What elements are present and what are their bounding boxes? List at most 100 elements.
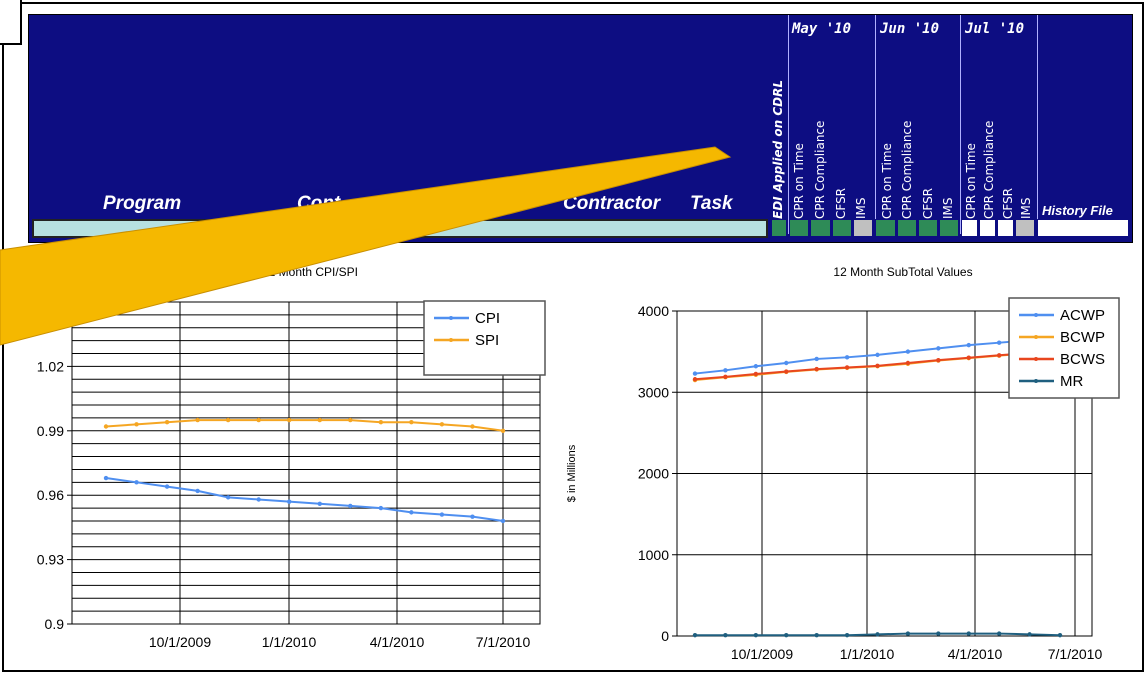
jun-cfsr-header: CFSR: [921, 187, 935, 219]
data-point-spi: [134, 422, 139, 427]
data-point-bcws: [814, 366, 819, 372]
data-point-mr: [1057, 632, 1063, 638]
data-point-cpi: [103, 475, 109, 481]
status-cell-may-cfsr[interactable]: [832, 219, 852, 237]
task-column-header[interactable]: Task: [690, 193, 733, 214]
status-cell-jul-cpr-on-time[interactable]: [961, 219, 978, 237]
cpi-spi-chart: 12 Month CPI/SPI 0.9 0.93 0.96 0.99 1.02 10/1/…: [37, 265, 546, 650]
data-point-bcws: [936, 357, 941, 363]
data-point-spi: [500, 428, 506, 433]
y-tick-label: 3000: [638, 384, 669, 400]
jul-cpr-compliance-header: CPR Compliance: [982, 120, 996, 219]
subtotal-values-chart: 12 Month SubTotal Values 0 1000 2000 3000 400…: [566, 265, 1120, 662]
y-tick-label: 4000: [638, 303, 669, 319]
history-file-column-header[interactable]: History File: [1042, 203, 1113, 218]
may-cfsr-header: CFSR: [834, 187, 848, 219]
month-header-jul: Jul '10: [965, 21, 1025, 37]
data-point-spi: [103, 424, 109, 429]
data-point-acwp: [966, 342, 971, 348]
data-point-cpi: [287, 499, 292, 504]
status-cell-jun-cfsr[interactable]: [918, 219, 938, 237]
data-point-bcws: [723, 374, 728, 380]
column-divider: [960, 15, 961, 234]
x-tick-label: 7/1/2010: [476, 634, 531, 650]
data-point-mr: [1027, 632, 1032, 637]
data-point-cpi: [378, 505, 384, 511]
data-point-spi: [409, 420, 414, 425]
y-tick-label: 0.99: [37, 423, 64, 439]
status-cell-history-file[interactable]: [1037, 219, 1129, 237]
data-point-acwp: [905, 349, 911, 354]
jun-cpr-compliance-header: CPR Compliance: [900, 120, 914, 219]
data-point-bcws: [844, 365, 850, 370]
data-point-bcws: [875, 363, 880, 369]
status-cell-jul-cfsr[interactable]: [997, 219, 1014, 237]
month-header-may: May '10: [792, 21, 852, 37]
data-point-spi: [439, 422, 445, 427]
data-point-mr: [875, 632, 880, 637]
column-divider: [788, 15, 789, 234]
data-point-acwp: [844, 355, 850, 360]
data-point-cpi: [348, 503, 353, 509]
y-tick-label: 0.9: [45, 616, 65, 632]
data-point-cpi: [164, 484, 170, 489]
window-corner-fragment: [0, 0, 22, 45]
data-point-bcws: [753, 371, 759, 377]
series-line-cpi: [105, 477, 504, 522]
data-point-mr: [753, 632, 759, 638]
legend-label-mr: MR: [1060, 373, 1083, 390]
data-point-acwp: [723, 368, 728, 373]
data-point-cpi: [317, 501, 322, 506]
legend-label-bcws: BCWS: [1060, 351, 1105, 368]
chart-title: 12 Month CPI/SPI: [262, 265, 358, 279]
data-point-spi: [470, 424, 475, 429]
data-point-spi: [348, 417, 353, 423]
y-tick-label: 1.02: [37, 358, 64, 374]
status-cell-may-cpr-compliance[interactable]: [810, 219, 831, 237]
series-line-spi: [105, 419, 504, 432]
program-column-header[interactable]: Program: [103, 193, 182, 214]
column-divider: [1037, 15, 1038, 234]
may-cpr-on-time-header: CPR on Time: [792, 143, 806, 219]
legend-marker-mr: [1034, 379, 1038, 383]
data-point-spi: [317, 417, 322, 423]
status-cell-jul-cpr-compliance[interactable]: [979, 219, 996, 237]
data-point-mr: [844, 632, 850, 638]
status-cell-jun-ims[interactable]: [939, 219, 959, 237]
may-ims-header: IMS: [854, 197, 868, 219]
data-point-cpi: [134, 480, 139, 485]
y-tick-label: 0.96: [37, 487, 64, 503]
data-point-spi: [256, 417, 261, 423]
status-cell-may-cpr-on-time[interactable]: [789, 219, 809, 237]
x-tick-label: 4/1/2010: [948, 646, 1003, 662]
data-point-spi: [287, 417, 292, 423]
contract-column-header[interactable]: Cont: [297, 193, 341, 214]
edi-column-header: EDI Applied on CDRL: [771, 79, 785, 219]
legend-label-cpi: CPI: [475, 310, 500, 327]
data-point-acwp: [875, 352, 880, 358]
status-cell-jun-cpr-compliance[interactable]: [897, 219, 917, 237]
data-point-cpi: [439, 512, 445, 517]
data-point-mr: [966, 631, 971, 636]
program-filter-bar[interactable]: [32, 219, 768, 238]
data-point-cpi: [225, 495, 231, 500]
contractor-column-header[interactable]: Contractor: [563, 193, 661, 214]
may-cpr-compliance-header: CPR Compliance: [813, 120, 827, 219]
data-point-acwp: [784, 360, 789, 366]
data-point-bcws: [784, 369, 789, 374]
data-point-acwp: [753, 364, 759, 369]
data-point-mr: [814, 632, 819, 638]
status-cell-edi[interactable]: [771, 219, 787, 237]
column-divider: [875, 15, 876, 234]
status-cell-jul-ims[interactable]: [1015, 219, 1035, 237]
y-tick-label: 1000: [638, 547, 669, 563]
status-cell-may-ims[interactable]: [853, 219, 873, 237]
status-cell-jun-cpr-on-time[interactable]: [875, 219, 896, 237]
data-point-cpi: [195, 488, 200, 494]
legend-label-acwp: ACWP: [1060, 307, 1105, 324]
y-tick-label: 0: [661, 628, 669, 644]
legend-marker-acwp: [1034, 313, 1038, 317]
legend-marker-spi: [449, 338, 453, 342]
y-tick-label: 0.93: [37, 552, 64, 568]
data-point-mr: [905, 631, 911, 636]
